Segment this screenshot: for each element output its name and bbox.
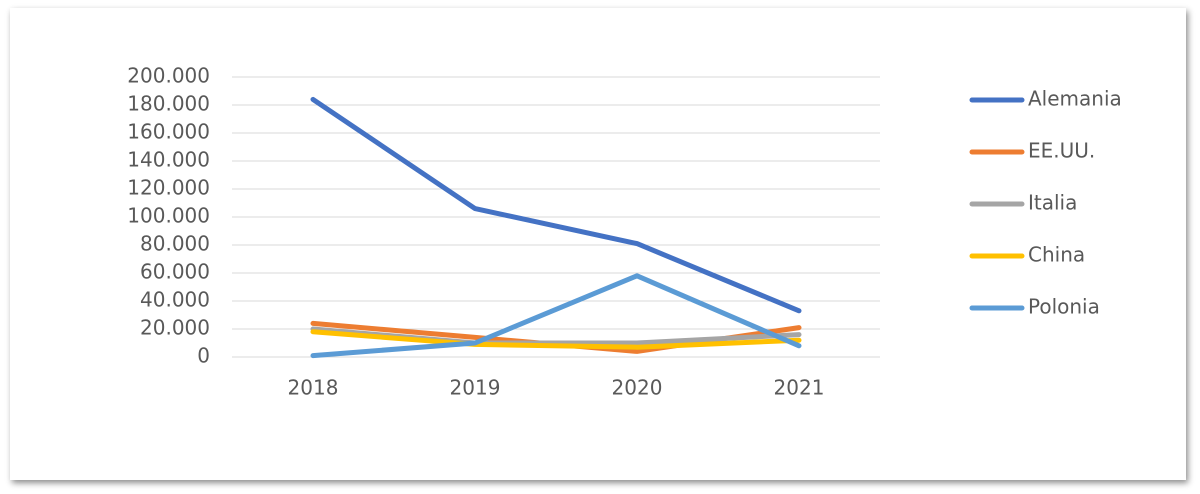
y-tick-label: 120.000 xyxy=(127,176,210,200)
series-line xyxy=(310,96,802,314)
y-tick-label: 140.000 xyxy=(127,148,210,172)
y-tick-label: 20.000 xyxy=(140,316,210,340)
legend-label: Alemania xyxy=(1028,87,1122,111)
x-tick-label: 2019 xyxy=(450,376,501,400)
y-tick-label: 180.000 xyxy=(127,92,210,116)
y-tick-label: 80.000 xyxy=(140,232,210,256)
y-tick-label: 160.000 xyxy=(127,120,210,144)
y-tick-label: 100.000 xyxy=(127,204,210,228)
x-tick-label: 2020 xyxy=(612,376,663,400)
legend-label: China xyxy=(1028,243,1085,267)
series-line xyxy=(310,273,802,359)
legend-label: EE.UU. xyxy=(1028,139,1095,163)
y-tick-label: 60.000 xyxy=(140,260,210,284)
y-tick-label: 200.000 xyxy=(127,64,210,88)
x-tick-label: 2018 xyxy=(288,376,339,400)
series-line xyxy=(310,329,802,350)
legend-label: Italia xyxy=(1028,191,1077,215)
legend-label: Polonia xyxy=(1028,295,1100,319)
y-tick-label: 0 xyxy=(197,344,210,368)
x-tick-label: 2021 xyxy=(774,376,825,400)
y-tick-label: 40.000 xyxy=(140,288,210,312)
chart-card xyxy=(10,8,1186,480)
